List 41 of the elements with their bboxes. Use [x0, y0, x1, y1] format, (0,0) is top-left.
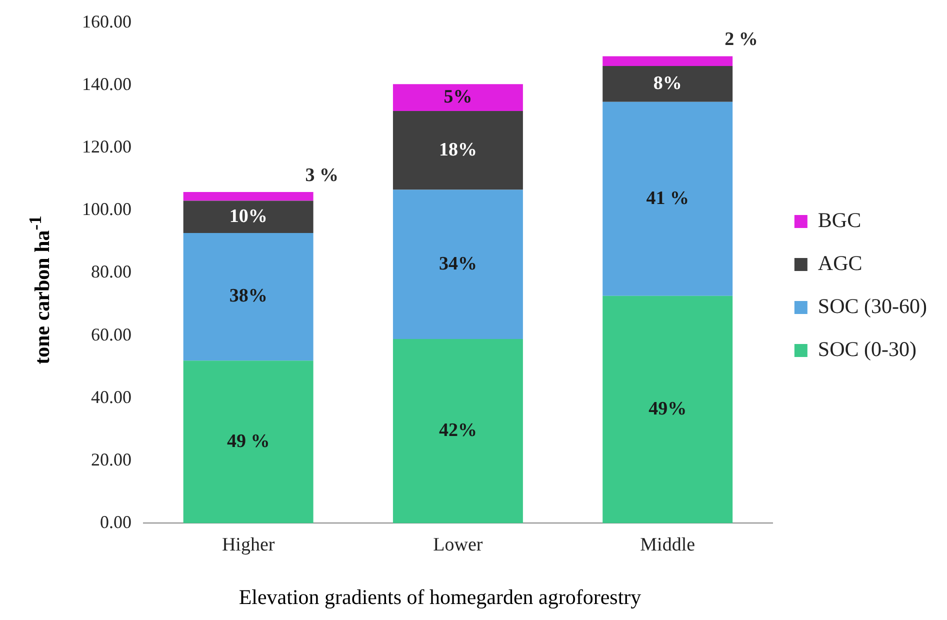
legend-label: BGC — [818, 208, 862, 232]
bar — [602, 102, 733, 296]
annotation: 49 % — [226, 430, 270, 452]
annotation: 42% — [438, 420, 477, 441]
bar — [183, 192, 314, 201]
bar — [392, 84, 523, 111]
y-tick-label: 80.00 — [91, 262, 132, 282]
y-tick-label: 160.00 — [82, 12, 132, 32]
y-tick-label: 20.00 — [91, 449, 132, 470]
y-tick-label: 100.00 — [82, 199, 132, 220]
annotation: 18% — [438, 139, 477, 160]
annotation: 3 % — [305, 164, 339, 186]
bar — [392, 190, 523, 339]
y-tick-label: 0.00 — [100, 512, 132, 532]
bar — [183, 200, 314, 233]
x-tick-label: Higher — [222, 534, 276, 556]
annotation: 8% — [653, 72, 682, 94]
y-tick-label: 140.00 — [82, 74, 132, 94]
annotation: 2 % — [724, 29, 758, 50]
y-tick-label: 120.00 — [82, 136, 132, 157]
legend-label: SOC (0-30) — [818, 337, 917, 362]
y-tick-label: 40.00 — [91, 386, 132, 407]
legend-label: AGC — [818, 251, 862, 276]
bar — [392, 338, 523, 524]
y-tick-label: 60.00 — [91, 324, 132, 344]
x-tick-label: Lower — [433, 534, 484, 556]
bar — [602, 56, 733, 66]
annotation: 41 % — [646, 188, 689, 209]
bar — [183, 232, 314, 361]
x-tick-label: Middle — [640, 534, 696, 556]
legend-label: SOC (30-60) — [818, 294, 928, 318]
annotation: 38% — [229, 286, 268, 307]
bar — [602, 66, 733, 102]
annotation: 34% — [438, 253, 477, 274]
annotation: 49% — [648, 398, 687, 420]
bar — [392, 110, 523, 190]
bar — [183, 360, 314, 524]
x-axis-title: Elevation gradients of homegarden agroforestry — [238, 585, 642, 610]
annotation: 10% — [229, 206, 268, 227]
annotation: 5% — [444, 86, 472, 108]
bar — [602, 296, 733, 524]
